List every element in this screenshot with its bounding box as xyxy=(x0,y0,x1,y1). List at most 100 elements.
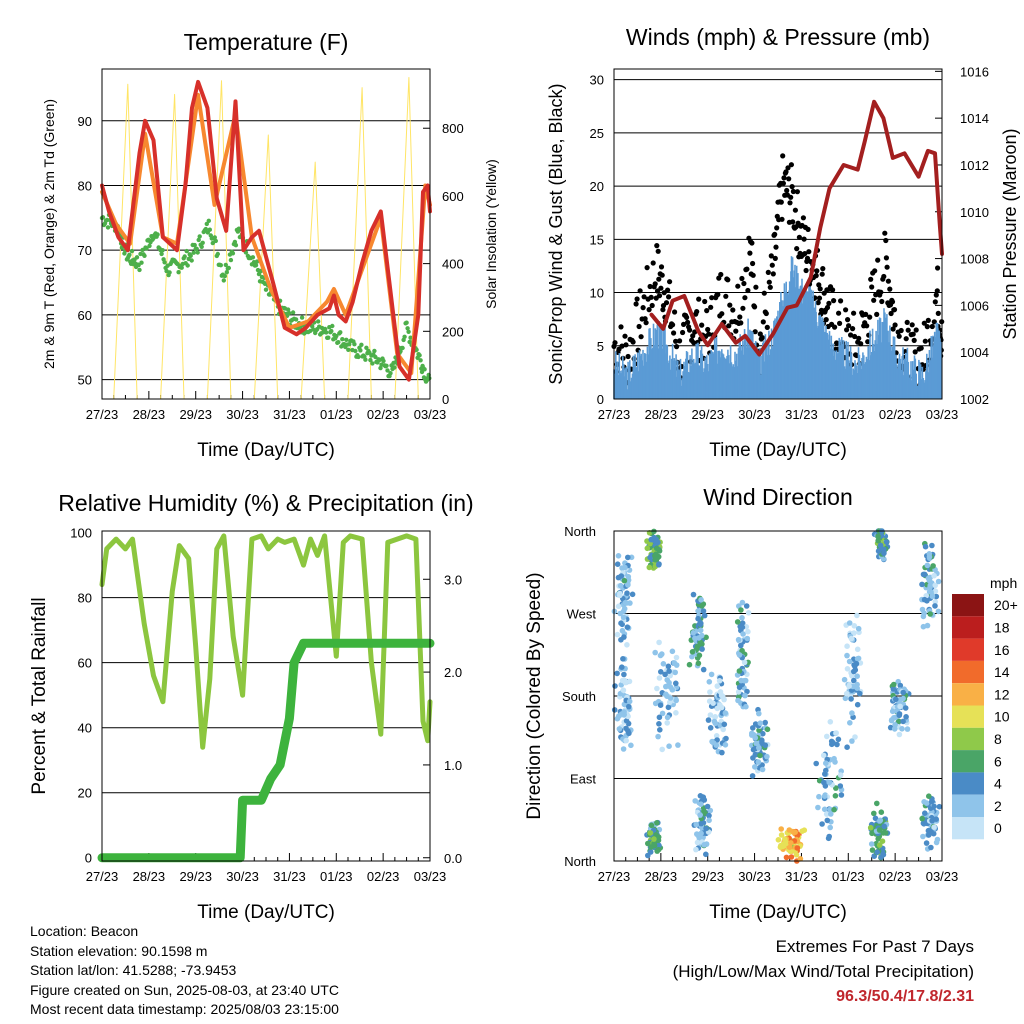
direction-point xyxy=(656,562,662,568)
direction-point xyxy=(620,614,627,621)
gust-point xyxy=(925,317,931,323)
direction-point xyxy=(654,848,660,854)
direction-point xyxy=(931,824,937,830)
y-axis-label: Direction (Colored By Speed) xyxy=(524,572,545,819)
x-axis-label: Time (Day/UTC) xyxy=(709,902,847,923)
gust-point xyxy=(830,287,836,293)
panel-1: Temperature (F) 27/23 28/23 29/23 30/23 31/23… xyxy=(41,29,499,461)
gust-point xyxy=(814,268,820,274)
direction-point xyxy=(855,625,862,632)
gust-point xyxy=(672,309,678,315)
dewpoint-point xyxy=(384,363,389,368)
gust-point xyxy=(735,283,741,289)
x-tick-label: 29/23 xyxy=(691,407,724,422)
direction-point xyxy=(874,849,880,855)
y-axis-label: 2m & 9m T (Red, Orange) & 2m Td (Green) xyxy=(41,99,57,369)
x-tick-label: 01/23 xyxy=(320,869,353,884)
direction-point xyxy=(875,548,882,554)
gust-point xyxy=(922,338,928,344)
dewpoint-point xyxy=(286,310,292,316)
dewpoint-point xyxy=(182,254,187,259)
y2-tick-label: 1006 xyxy=(960,298,989,313)
gust-point xyxy=(792,207,799,213)
y2-tick-label: 3.0 xyxy=(444,572,462,587)
x-tick-label: 02/23 xyxy=(879,407,912,422)
gust-point xyxy=(747,250,753,256)
gust-point xyxy=(924,324,930,330)
direction-point xyxy=(744,635,751,642)
direction-point xyxy=(786,844,793,850)
gust-point xyxy=(637,288,643,294)
y2-tick-label: 800 xyxy=(442,121,464,136)
direction-point xyxy=(614,631,621,638)
direction-point xyxy=(750,725,756,731)
x-tick-label: 02/23 xyxy=(367,407,400,422)
gust-point xyxy=(630,339,636,345)
y-axis-label: Sonic/Prop Wind & Gust (Blue, Black) xyxy=(546,83,566,384)
direction-point xyxy=(620,656,626,662)
gust-point xyxy=(702,298,708,305)
direction-point xyxy=(794,845,801,851)
direction-point xyxy=(695,608,701,614)
direction-point xyxy=(823,811,830,817)
direction-point xyxy=(881,823,887,830)
gust-point xyxy=(794,189,801,195)
y-tick-label: 10 xyxy=(590,286,604,301)
direction-point xyxy=(775,837,782,843)
gust-point xyxy=(794,246,800,252)
gust-point xyxy=(790,188,797,195)
y2-tick-label: 1.0 xyxy=(444,758,462,773)
direction-point xyxy=(816,793,822,800)
gust-point xyxy=(887,286,893,292)
direction-point xyxy=(648,536,654,543)
gust-point xyxy=(725,277,731,283)
direction-point xyxy=(703,634,709,641)
gust-point xyxy=(656,293,663,299)
direction-point xyxy=(705,717,712,723)
gust-point xyxy=(872,268,878,274)
direction-point xyxy=(844,643,850,649)
direction-point xyxy=(701,842,707,848)
direction-point xyxy=(764,753,770,760)
gust-point xyxy=(619,343,625,349)
gust-point xyxy=(879,298,885,305)
dewpoint-point xyxy=(253,263,259,268)
gust-point xyxy=(636,323,642,330)
gust-point xyxy=(741,280,747,287)
direction-point xyxy=(867,824,874,831)
direction-point xyxy=(703,825,709,832)
direction-point xyxy=(673,680,679,687)
gust-point xyxy=(681,321,687,327)
dewpoint-point xyxy=(422,367,427,372)
gust-point xyxy=(642,316,648,322)
gust-point xyxy=(764,324,770,330)
direction-point xyxy=(821,779,827,786)
direction-point xyxy=(851,668,857,675)
direction-point xyxy=(743,703,749,710)
gust-point xyxy=(804,255,811,261)
gust-point xyxy=(767,284,773,290)
y-axis-label: Solar Insolation (Yellow) xyxy=(483,159,499,309)
created-text: Figure created on Sun, 2025-08-03, at 23… xyxy=(30,981,339,998)
gust-point xyxy=(685,319,691,325)
direction-point xyxy=(662,671,668,678)
dewpoint-point xyxy=(155,232,160,237)
gust-point xyxy=(779,216,785,222)
direction-point xyxy=(697,639,704,646)
direction-point xyxy=(755,759,762,765)
direction-point xyxy=(708,671,715,678)
dewpoint-point xyxy=(147,243,152,249)
direction-point xyxy=(625,582,631,588)
direction-point xyxy=(652,700,659,707)
gust-point xyxy=(723,293,729,299)
gust-point xyxy=(691,340,697,346)
direction-point xyxy=(665,663,672,670)
direction-point xyxy=(832,759,838,765)
gust-point xyxy=(687,327,693,333)
gust-point xyxy=(910,331,916,337)
x-tick-label: 27/23 xyxy=(598,869,631,884)
gust-point xyxy=(659,272,665,278)
gust-point xyxy=(704,308,710,314)
dewpoint-point xyxy=(388,371,393,376)
direction-point xyxy=(838,792,845,798)
